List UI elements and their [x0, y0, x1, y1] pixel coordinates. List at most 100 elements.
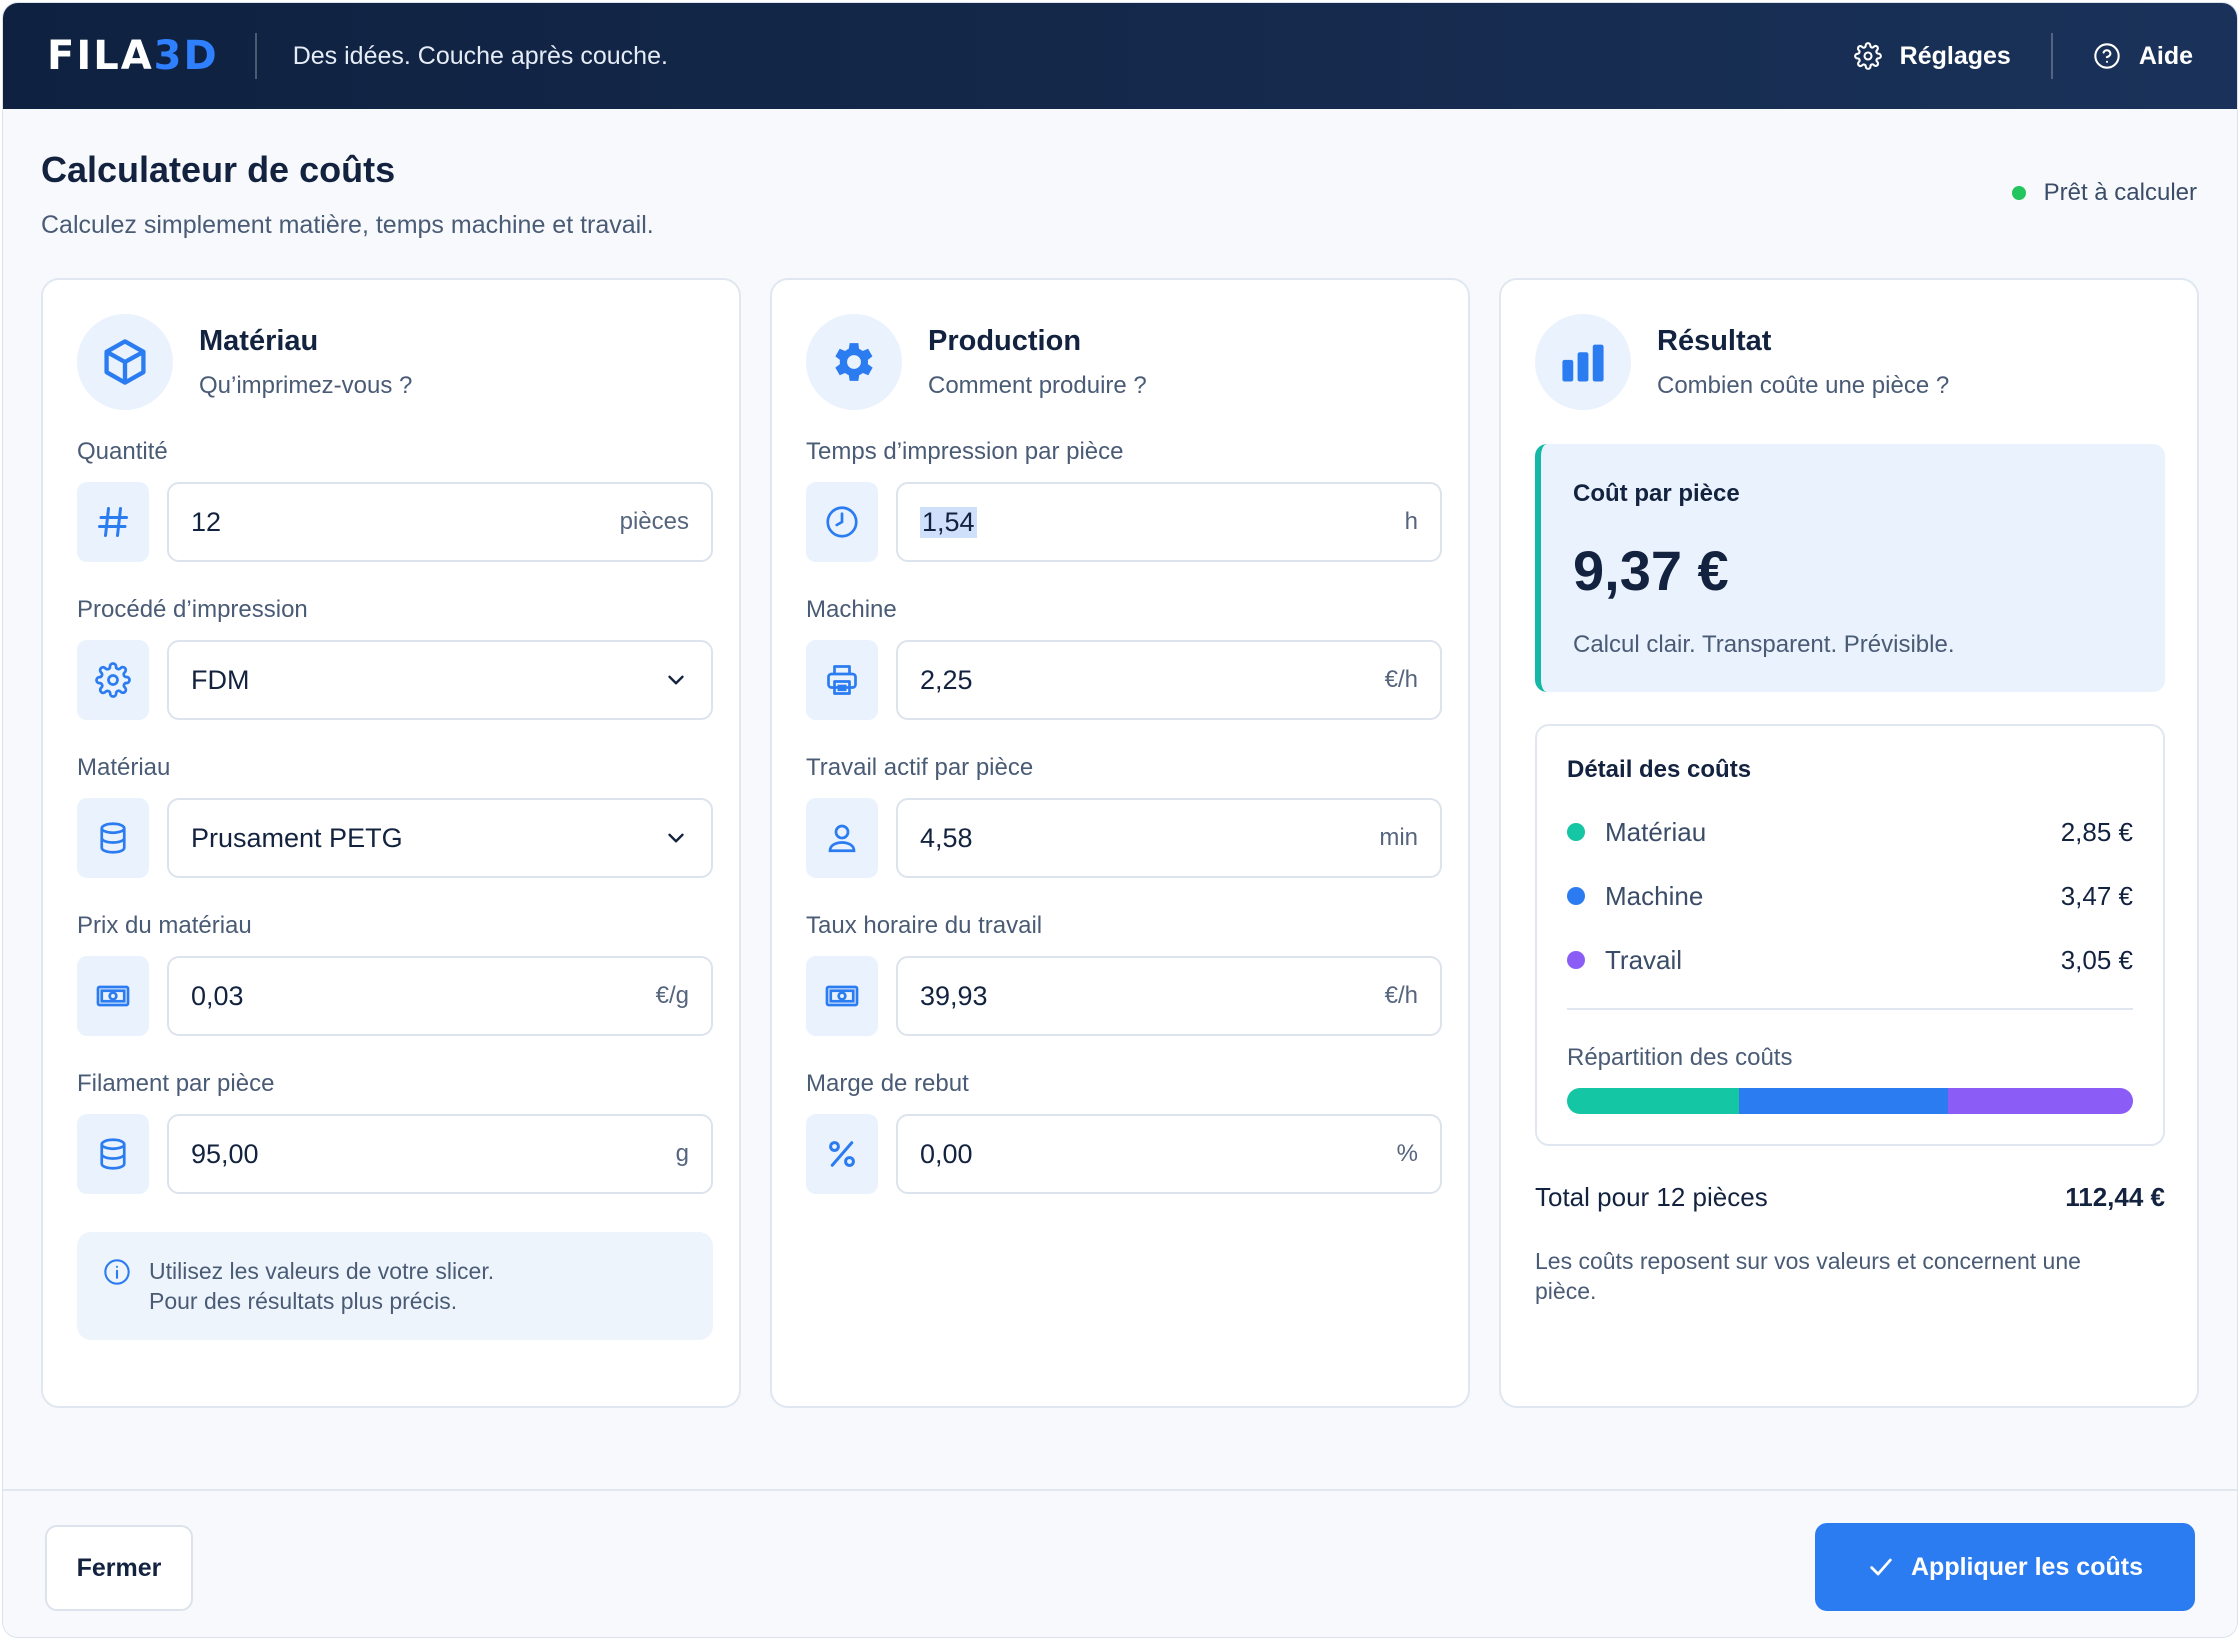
percent-icon [806, 1114, 878, 1194]
panel-title: Résultat [1657, 324, 1772, 357]
field-value: 39,93 [920, 980, 988, 1011]
footer-bar: Fermer Appliquer les coûts [3, 1489, 2237, 1637]
banknote-icon [806, 956, 878, 1036]
split-segment [1739, 1088, 1949, 1114]
breakdown-value: 3,05 € [2060, 944, 2133, 975]
material-price-field: Prix du matériau 0,03 €/g [77, 912, 713, 1036]
field-value: Prusament PETG [191, 822, 403, 853]
field-label: Matériau [77, 754, 171, 781]
result-footnote: Les coûts reposent sur vos valeurs et co… [1535, 1248, 2081, 1304]
labor-time-input[interactable]: 4,58 min [896, 798, 1442, 878]
production-panel: Production Comment produire ? Temps d’im… [770, 278, 1470, 1408]
field-value: FDM [191, 664, 250, 695]
logo: FILA3D [47, 33, 219, 79]
check-icon [1870, 1558, 1892, 1576]
print-time-input[interactable]: 1,54 h [896, 482, 1442, 562]
field-value: 12 [191, 506, 222, 537]
legend-dot [1567, 887, 1585, 905]
field-unit: h [1404, 508, 1418, 535]
divider [254, 33, 257, 79]
split-segment [1567, 1088, 1740, 1114]
panel-header: Résultat Combien coûte une pièce ? [1535, 314, 1949, 410]
help-circle-icon [2094, 43, 2120, 69]
legend-dot [1567, 823, 1585, 841]
page-subtitle: Calculez simplement matière, temps machi… [41, 211, 654, 239]
chevron-down-icon [668, 833, 684, 843]
panel-header: Production Comment produire ? [806, 314, 1147, 410]
labor-rate-input[interactable]: 39,93 €/h [896, 956, 1442, 1036]
breakdown-name: Matériau [1605, 816, 1707, 847]
gear-icon [806, 314, 902, 410]
hash-icon [77, 482, 149, 562]
total-label: Total pour 12 pièces [1535, 1182, 1768, 1212]
cost-split-bar [1567, 1088, 2133, 1114]
user-icon [806, 798, 878, 878]
breakdown-row-material: Matériau 2,85 € [1567, 800, 2133, 864]
material-price-input[interactable]: 0,03 €/g [167, 956, 713, 1036]
split-label: Répartition des coûts [1567, 1044, 1793, 1071]
panel-header: Matériau Qu’imprimez-vous ? [77, 314, 412, 410]
gear-icon [1853, 42, 1882, 70]
process-field: Procédé d’impression FDM [77, 596, 713, 720]
logo-accent: 3D [153, 33, 219, 79]
printer-icon [806, 640, 878, 720]
divider [2050, 33, 2053, 79]
field-label: Filament par pièce [77, 1070, 275, 1097]
bar-chart-icon [1535, 314, 1631, 410]
filament-input[interactable]: 95,00 g [167, 1114, 713, 1194]
panel-title: Matériau [199, 324, 319, 357]
field-value: 4,58 [920, 822, 973, 853]
panel-subtitle: Combien coûte une pièce ? [1657, 371, 1950, 399]
field-label: Temps d’impression par pièce [806, 438, 1124, 465]
database-icon [77, 798, 149, 878]
tagline: Des idées. Couche après couche. [292, 41, 668, 70]
hint-line: Pour des résultats plus précis. [149, 1288, 458, 1314]
process-select[interactable]: FDM [167, 640, 713, 720]
machine-rate-input[interactable]: 2,25 €/h [896, 640, 1442, 720]
field-label: Quantité [77, 438, 168, 465]
field-value: 0,00 [920, 1138, 973, 1169]
hint-box: Utilisez les valeurs de votre slicer. Po… [77, 1232, 713, 1340]
breakdown-row-labor: Travail 3,05 € [1567, 928, 2133, 992]
field-value: 0,03 [191, 980, 244, 1011]
chevron-down-icon [668, 675, 684, 685]
field-value: 2,25 [920, 664, 973, 695]
top-actions: Réglages Aide [1853, 33, 2193, 79]
page-header: Calculateur de coûts Calculez simplement… [41, 149, 654, 240]
print-time-field: Temps d’impression par pièce 1,54 h [806, 438, 1442, 562]
apply-costs-button[interactable]: Appliquer les coûts [1815, 1523, 2195, 1611]
field-unit: % [1396, 1140, 1418, 1167]
help-link[interactable]: Aide [2093, 42, 2193, 71]
panel-subtitle: Qu’imprimez-vous ? [199, 371, 413, 399]
settings-link[interactable]: Réglages [1853, 42, 2011, 71]
top-bar: FILA3D Des idées. Couche après couche. R… [3, 3, 2237, 109]
close-button[interactable]: Fermer [45, 1525, 193, 1611]
banknote-icon [77, 956, 149, 1036]
panel-subtitle: Comment produire ? [928, 371, 1147, 399]
total-row: Total pour 12 pièces 112,44 € [1535, 1182, 2165, 1213]
cube-icon [77, 314, 173, 410]
clock-icon [806, 482, 878, 562]
labor-rate-field: Taux horaire du travail 39,93 €/h [806, 912, 1442, 1036]
hint-text: Utilisez les valeurs de votre slicer. Po… [149, 1256, 494, 1316]
status-text: Prêt à calculer [2043, 179, 2197, 206]
field-value: 95,00 [191, 1138, 259, 1169]
page-title: Calculateur de coûts [41, 149, 396, 190]
quantity-input[interactable]: 12 pièces [167, 482, 713, 562]
field-unit: pièces [619, 508, 689, 535]
breakdown-name: Machine [1605, 880, 1704, 911]
status-indicator: Prêt à calculer [2011, 179, 2197, 207]
scrap-margin-input[interactable]: 0,00 % [896, 1114, 1442, 1194]
apply-label: Appliquer les coûts [1911, 1552, 2143, 1581]
machine-field: Machine 2,25 €/h [806, 596, 1442, 720]
field-label: Prix du matériau [77, 912, 252, 939]
cost-note: Calcul clair. Transparent. Prévisible. [1573, 631, 1955, 658]
field-unit: €/g [655, 982, 689, 1009]
field-unit: g [675, 1140, 689, 1167]
material-select[interactable]: Prusament PETG [167, 798, 713, 878]
field-label: Marge de rebut [806, 1070, 969, 1097]
logo-text: FILA [47, 33, 154, 79]
cost-label: Coût par pièce [1573, 480, 1740, 507]
cost-breakdown: Détail des coûts Matériau 2,85 € Machine… [1535, 724, 2165, 1146]
